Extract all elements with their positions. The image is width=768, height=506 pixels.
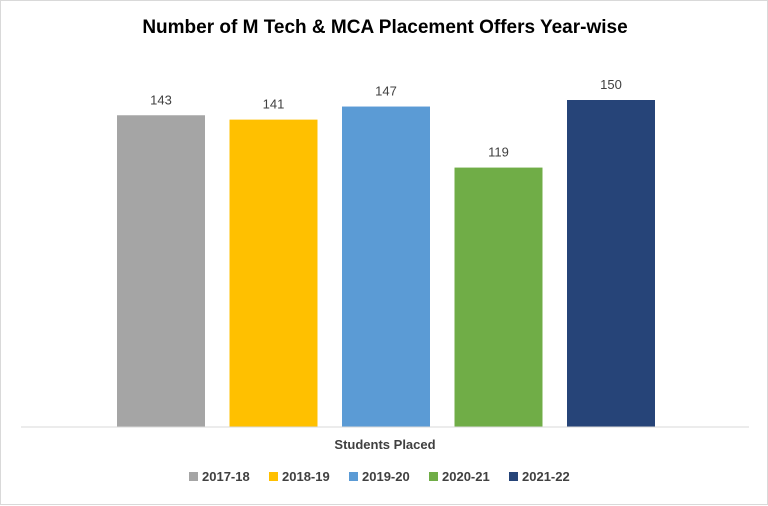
legend-label-2019-20: 2019-20 bbox=[362, 469, 410, 484]
legend-swatch-2019-20 bbox=[349, 472, 358, 481]
data-label-2019-20: 147 bbox=[375, 84, 397, 99]
legend-swatch-2020-21 bbox=[429, 472, 438, 481]
chart-title: Number of M Tech & MCA Placement Offers … bbox=[142, 17, 627, 38]
legend-label-2020-21: 2020-21 bbox=[442, 469, 490, 484]
bars-group: 143 141 147 119 150 bbox=[117, 77, 655, 428]
bar-2020-21 bbox=[454, 167, 543, 427]
bar-2021-22 bbox=[567, 100, 655, 427]
category-label: Students Placed bbox=[334, 437, 435, 452]
bar-2019-20 bbox=[342, 106, 430, 427]
data-label-2021-22: 150 bbox=[600, 77, 622, 92]
data-label-2020-21: 119 bbox=[488, 145, 509, 160]
bar-2017-18 bbox=[117, 115, 205, 427]
legend-swatch-2018-19 bbox=[269, 472, 278, 481]
legend-label-2018-19: 2018-19 bbox=[282, 469, 330, 484]
legend-swatch-2021-22 bbox=[509, 472, 518, 481]
legend-label-2021-22: 2021-22 bbox=[522, 469, 570, 484]
data-label-2018-19: 141 bbox=[263, 97, 285, 112]
legend-swatch-2017-18 bbox=[189, 472, 198, 481]
legend: 2017-18 2018-19 2019-20 2020-21 2021-22 bbox=[189, 469, 570, 484]
legend-label-2017-18: 2017-18 bbox=[202, 469, 250, 484]
data-label-2017-18: 143 bbox=[150, 92, 172, 107]
bar-2018-19 bbox=[229, 119, 318, 428]
